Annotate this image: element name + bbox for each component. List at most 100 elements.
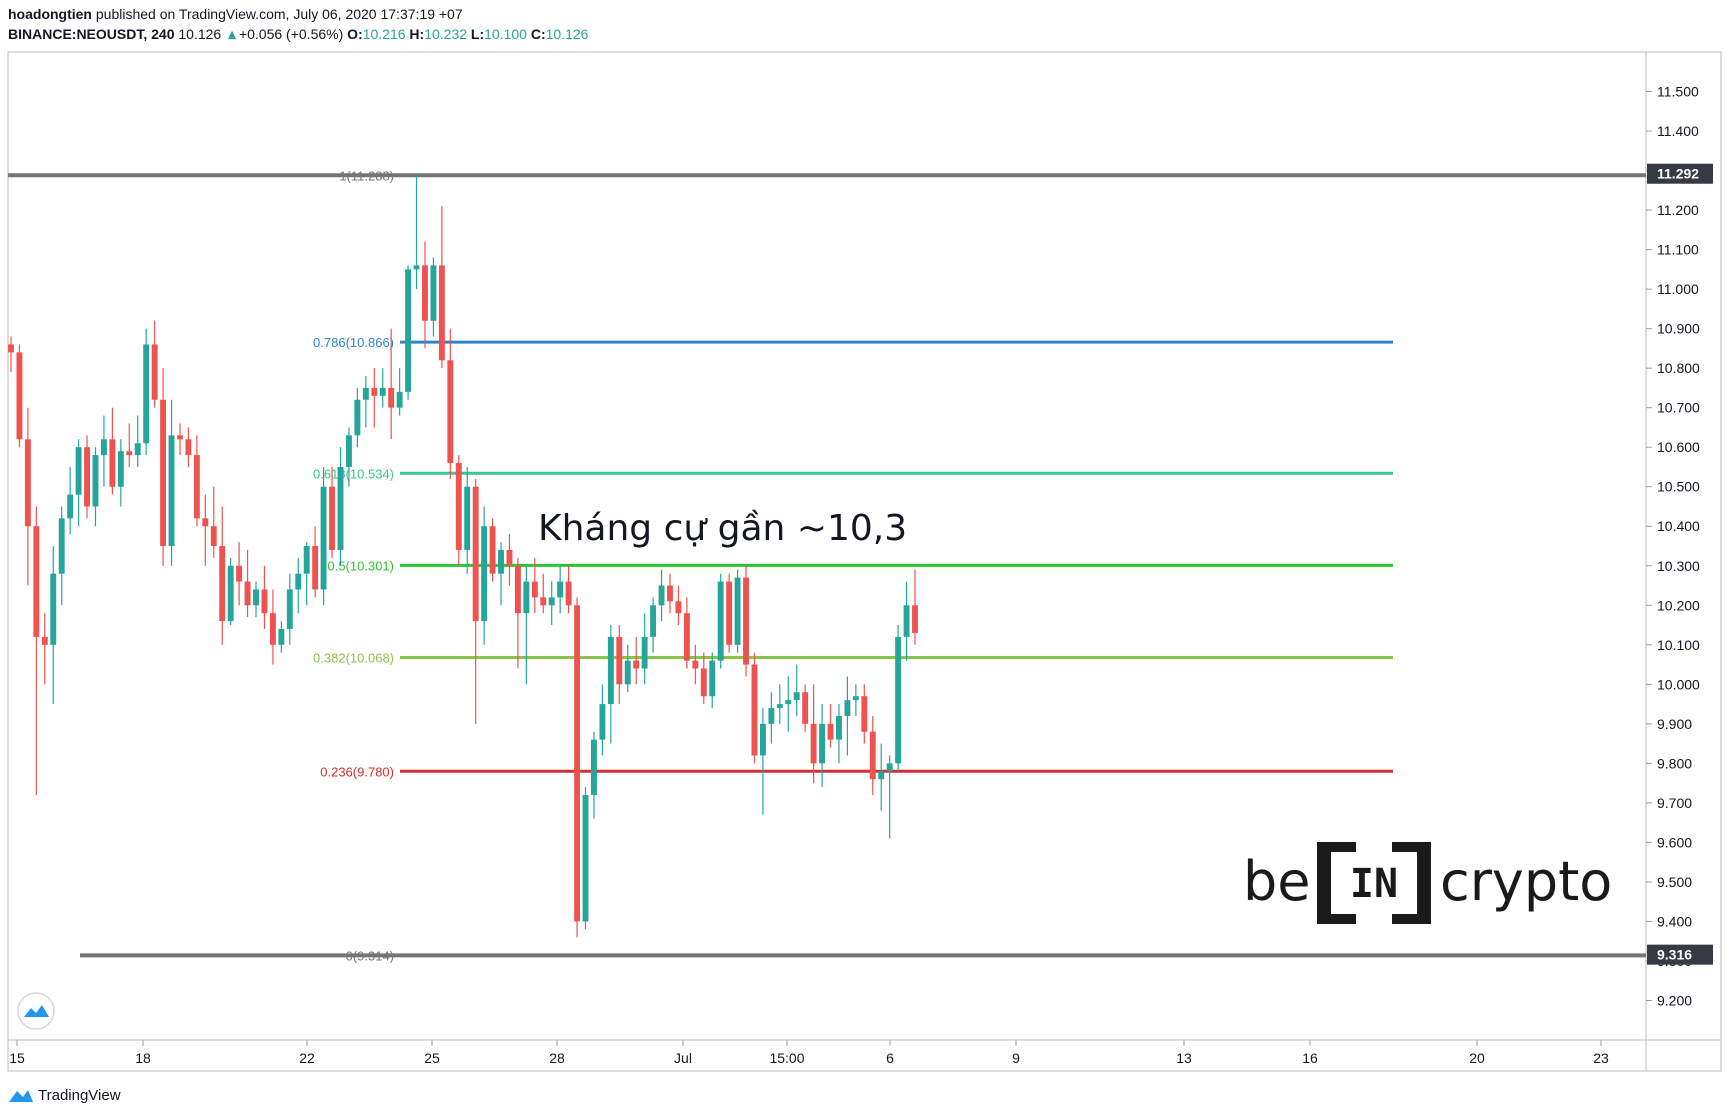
y-tick-label: 11.500	[1657, 84, 1699, 100]
y-tick-label: 10.200	[1657, 597, 1700, 613]
candle-body	[329, 486, 336, 550]
candle-body	[506, 549, 513, 566]
candle-body	[590, 739, 597, 795]
candle	[345, 427, 352, 487]
candle-body	[557, 581, 564, 598]
close-label: C:	[530, 26, 546, 42]
candle-body	[388, 387, 395, 408]
candle-body	[371, 387, 378, 396]
candle	[852, 684, 859, 716]
candle	[464, 466, 471, 574]
candle-body	[734, 577, 741, 645]
candle-body	[717, 581, 724, 661]
fib-label: 1(11.288)	[339, 168, 394, 183]
candle-body	[616, 636, 623, 685]
publish-info: published on TradingView.com, July 06, 2…	[95, 6, 463, 22]
candle	[700, 652, 707, 705]
candle	[75, 439, 82, 527]
y-tick-label: 9.800	[1657, 755, 1692, 771]
fib-label: 0.786(10.866)	[313, 335, 394, 350]
candle	[126, 423, 133, 467]
candle-body	[565, 581, 572, 606]
author-name[interactable]: hoadongtien	[8, 6, 92, 22]
candle-body	[878, 771, 885, 780]
x-tick-label: 13	[1176, 1050, 1192, 1066]
candle	[33, 506, 40, 795]
candle-body	[236, 565, 243, 582]
candle-body	[819, 723, 826, 764]
candle-body	[852, 696, 859, 701]
watermark-gap-top	[1356, 840, 1392, 854]
y-tick-label: 9.600	[1657, 834, 1692, 850]
candle	[413, 174, 420, 290]
candle	[506, 534, 513, 586]
candle	[548, 581, 555, 626]
close-value: 10.126	[545, 26, 589, 42]
candle	[895, 625, 902, 772]
tv-logo-circle	[17, 992, 55, 1030]
candle	[109, 407, 116, 495]
candle	[810, 684, 817, 784]
candle	[861, 684, 868, 744]
symbol-label: BINANCE:NEOUSDT, 240	[8, 26, 175, 42]
candle	[624, 644, 631, 693]
candle	[523, 565, 530, 685]
candle	[759, 708, 766, 815]
candle-body	[658, 585, 665, 606]
candle	[337, 447, 344, 566]
candle-body	[422, 265, 428, 321]
candle-body	[726, 581, 733, 645]
candle	[709, 652, 716, 709]
candle	[193, 435, 200, 527]
y-tick-label: 11.100	[1657, 242, 1699, 258]
candle	[303, 542, 310, 606]
candle-body	[253, 589, 259, 606]
candle	[540, 573, 547, 614]
candle	[253, 581, 259, 618]
candle	[168, 399, 175, 566]
candle-body	[67, 494, 74, 519]
candle-body	[312, 546, 319, 590]
tradingview-icon	[9, 1090, 33, 1102]
candle-body	[320, 486, 327, 590]
candle-body	[219, 546, 226, 622]
candle-body	[143, 344, 150, 444]
x-tick-label: 16	[1302, 1050, 1318, 1066]
candle	[489, 518, 496, 582]
candle	[396, 368, 403, 416]
candle-body	[210, 526, 217, 546]
candle-body	[16, 352, 23, 440]
candle	[878, 743, 885, 811]
candle-body	[743, 577, 749, 665]
candle	[320, 466, 327, 606]
candle-body	[751, 664, 758, 756]
candle	[717, 573, 724, 669]
footer-brand[interactable]: TradingView	[38, 1086, 121, 1104]
candle	[692, 644, 699, 685]
y-tick-label: 11.400	[1657, 123, 1699, 139]
candle-body	[286, 589, 293, 629]
watermark-gap-bottom	[1356, 912, 1392, 926]
candle	[422, 241, 428, 349]
candle-body	[151, 344, 158, 400]
candle	[514, 557, 521, 669]
candle	[768, 692, 775, 744]
candle-body	[33, 526, 40, 637]
candle-body	[464, 486, 471, 550]
candle	[650, 597, 657, 653]
chart-header: hoadongtien published on TradingView.com…	[8, 4, 588, 44]
candle	[886, 755, 893, 839]
y-tick-label: 9.500	[1657, 874, 1692, 890]
candle	[8, 336, 14, 373]
candle	[244, 549, 251, 618]
candle-body	[759, 723, 766, 756]
candle	[219, 506, 226, 645]
candles	[8, 174, 918, 938]
y-tick-label: 10.700	[1657, 400, 1700, 416]
watermark-box-inner	[1331, 852, 1417, 914]
candle	[92, 447, 99, 527]
candle-body	[337, 466, 344, 550]
candle-body	[100, 439, 107, 456]
tradingview-chart-logo[interactable]	[17, 992, 55, 1030]
